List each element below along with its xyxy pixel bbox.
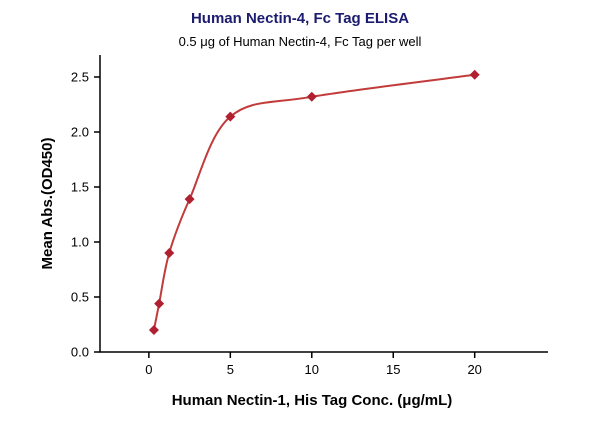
- x-tick-label: 20: [467, 362, 481, 377]
- chart-title: Human Nectin-4, Fc Tag ELISA: [190, 10, 410, 27]
- y-tick-label: 0.5: [71, 290, 89, 305]
- data-point-marker: [184, 194, 195, 205]
- data-point-marker: [225, 111, 236, 122]
- data-point-marker: [154, 298, 165, 309]
- x-tick-label: 0: [145, 362, 152, 377]
- fit-curve: [152, 73, 475, 331]
- chart-subtitle: 0.5 μg of Human Nectin-4, Fc Tag per wel…: [178, 34, 422, 49]
- y-axis-label: Mean Abs.(OD450): [39, 138, 56, 270]
- x-tick-label: 15: [386, 362, 400, 377]
- x-axis-label: Human Nectin-1, His Tag Conc. (μg/mL): [172, 392, 453, 409]
- y-tick-label: 1.5: [71, 180, 89, 195]
- y-tick-label: 0.0: [71, 345, 89, 360]
- data-point-marker: [164, 248, 175, 258]
- x-tick-label: 10: [305, 362, 319, 377]
- axes: [99, 55, 548, 353]
- y-tick-label: 2.5: [71, 70, 89, 85]
- y-tick-label: 2.0: [71, 125, 89, 140]
- y-tick-label: 1.0: [71, 235, 89, 250]
- data-point-marker: [306, 91, 317, 102]
- data-point-marker: [148, 325, 159, 335]
- x-tick-label: 5: [227, 362, 234, 377]
- data-point-marker: [469, 69, 480, 80]
